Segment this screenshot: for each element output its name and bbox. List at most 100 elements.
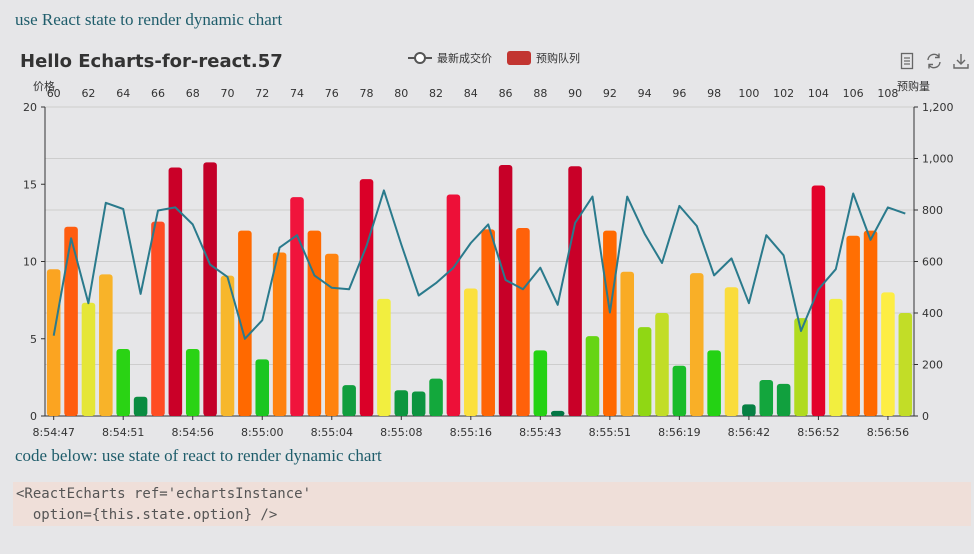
bar bbox=[290, 197, 304, 416]
bar bbox=[759, 379, 774, 416]
bar bbox=[324, 253, 339, 416]
x-top-tick-label: 108 bbox=[877, 87, 898, 100]
bar bbox=[185, 349, 200, 416]
bar bbox=[272, 252, 287, 416]
bar bbox=[429, 378, 443, 416]
y-right-tick-label: 800 bbox=[922, 204, 943, 217]
y-left-tick-label: 10 bbox=[23, 256, 37, 269]
x-top-tick-label: 84 bbox=[464, 87, 478, 100]
x-bottom-tick-label: 8:55:08 bbox=[380, 426, 422, 439]
x-top-tick-label: 98 bbox=[707, 87, 721, 100]
x-bottom-tick-label: 8:54:56 bbox=[172, 426, 214, 439]
bar bbox=[168, 167, 183, 416]
bar bbox=[707, 350, 721, 416]
x-top-tick-label: 74 bbox=[290, 87, 304, 100]
x-bottom-tick-label: 8:55:04 bbox=[311, 426, 353, 439]
bar bbox=[81, 302, 96, 416]
bar bbox=[220, 275, 235, 416]
bar bbox=[203, 162, 217, 416]
x-bottom-tick-label: 8:55:00 bbox=[241, 426, 283, 439]
x-top-tick-label: 66 bbox=[151, 87, 165, 100]
x-bottom-tick-label: 8:55:16 bbox=[450, 426, 492, 439]
x-top-tick-label: 82 bbox=[429, 87, 443, 100]
bar bbox=[411, 391, 426, 416]
y-left-tick-label: 20 bbox=[23, 101, 37, 114]
chart-title: Hello Echarts-for-react.57 bbox=[20, 51, 283, 72]
x-bottom-tick-label: 8:55:43 bbox=[519, 426, 561, 439]
bar bbox=[533, 350, 548, 416]
x-bottom-tick-label: 8:56:52 bbox=[797, 426, 839, 439]
x-top-tick-label: 78 bbox=[360, 87, 374, 100]
bar bbox=[655, 313, 669, 416]
legend-line-marker bbox=[414, 52, 426, 64]
x-top-tick-label: 70 bbox=[220, 87, 234, 100]
y-right-tick-label: 1,000 bbox=[922, 153, 954, 166]
x-top-tick-label: 102 bbox=[773, 87, 794, 100]
x-top-tick-label: 68 bbox=[186, 87, 200, 100]
y-left-tick-label: 15 bbox=[23, 178, 37, 191]
x-top-tick-label: 94 bbox=[638, 87, 652, 100]
bar bbox=[307, 230, 322, 416]
page-heading: use React state to render dynamic chart bbox=[15, 10, 283, 29]
code-heading: code below: use state of react to render… bbox=[15, 446, 382, 465]
x-top-tick-label: 100 bbox=[738, 87, 759, 100]
x-top-tick-label: 90 bbox=[568, 87, 582, 100]
x-top-tick-label: 104 bbox=[808, 87, 829, 100]
bar bbox=[446, 194, 461, 416]
code-line: <ReactEcharts ref='echartsInstance' bbox=[16, 486, 312, 502]
bar bbox=[585, 336, 600, 416]
x-top-tick-label: 76 bbox=[325, 87, 339, 100]
y-right-axis-name: 预购量 bbox=[897, 79, 930, 93]
bar bbox=[359, 179, 374, 416]
bar bbox=[881, 292, 895, 416]
price-line bbox=[52, 189, 906, 340]
bar bbox=[603, 230, 617, 416]
x-bottom-tick-label: 8:54:51 bbox=[102, 426, 144, 439]
y-right-tick-label: 200 bbox=[922, 359, 943, 372]
bar bbox=[255, 359, 270, 416]
x-top-tick-label: 64 bbox=[116, 87, 130, 100]
bar bbox=[464, 288, 478, 416]
bar bbox=[342, 385, 356, 416]
y-right-tick-label: 600 bbox=[922, 256, 943, 269]
x-top-tick-label: 80 bbox=[394, 87, 408, 100]
bar bbox=[498, 164, 513, 416]
bar bbox=[116, 349, 130, 416]
y-right-tick-label: 1,200 bbox=[922, 101, 954, 114]
code-block: <ReactEcharts ref='echartsInstance' opti… bbox=[13, 482, 971, 526]
x-top-tick-label: 106 bbox=[843, 87, 864, 100]
bar bbox=[689, 273, 704, 416]
refresh-icon[interactable] bbox=[925, 52, 943, 70]
x-top-tick-label: 72 bbox=[255, 87, 269, 100]
bar bbox=[863, 230, 878, 416]
bar bbox=[377, 298, 391, 416]
bar bbox=[99, 274, 113, 416]
bar bbox=[742, 404, 756, 416]
save-image-icon[interactable] bbox=[952, 52, 970, 70]
x-top-tick-label: 92 bbox=[603, 87, 617, 100]
legend-label: 最新成交价 bbox=[437, 51, 492, 65]
bar bbox=[724, 287, 739, 416]
x-bottom-tick-label: 8:55:51 bbox=[589, 426, 631, 439]
bar bbox=[394, 390, 409, 416]
bar bbox=[846, 235, 860, 416]
legend-bar-swatch bbox=[507, 51, 531, 65]
x-top-tick-label: 86 bbox=[499, 87, 513, 100]
x-bottom-tick-label: 8:54:47 bbox=[32, 426, 74, 439]
x-bottom-tick-label: 8:56:19 bbox=[658, 426, 700, 439]
x-top-tick-label: 60 bbox=[47, 87, 61, 100]
bar bbox=[151, 221, 165, 416]
y-left-tick-label: 0 bbox=[30, 410, 37, 423]
bar bbox=[776, 383, 791, 416]
bar bbox=[811, 185, 826, 416]
bar bbox=[794, 318, 808, 416]
bar bbox=[238, 230, 252, 416]
legend-label: 预购队列 bbox=[536, 51, 580, 65]
bar bbox=[516, 228, 530, 416]
bar bbox=[64, 226, 78, 416]
x-top-tick-label: 88 bbox=[533, 87, 547, 100]
bar bbox=[829, 298, 843, 416]
data-view-icon[interactable] bbox=[898, 52, 916, 70]
x-bottom-tick-label: 8:56:42 bbox=[728, 426, 770, 439]
